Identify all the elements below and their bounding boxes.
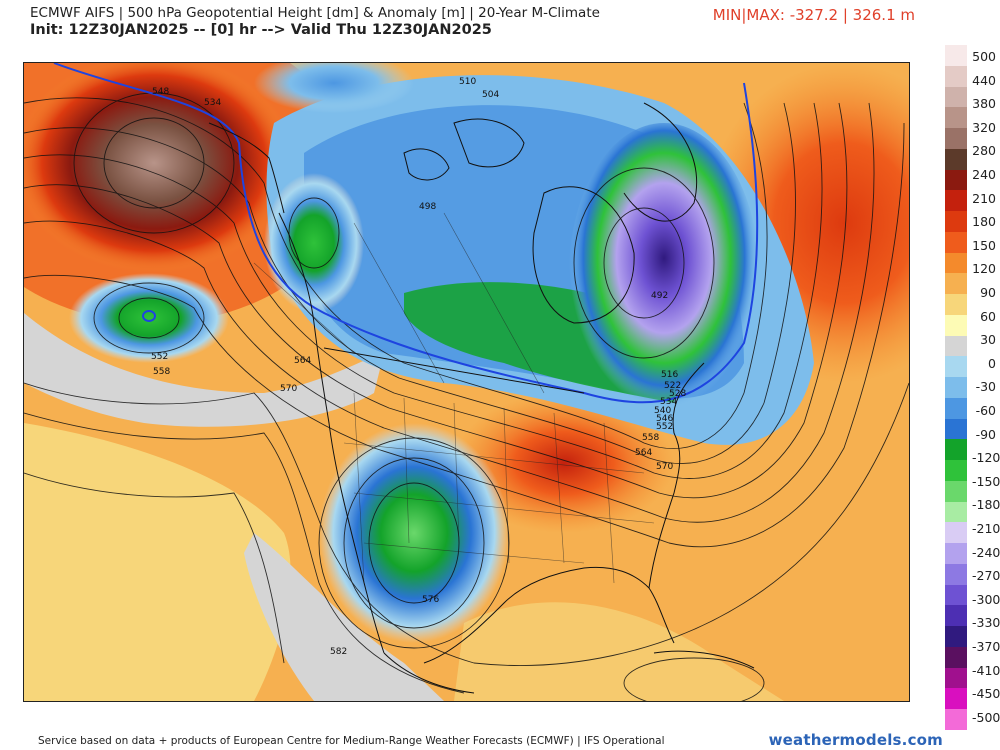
colorbar-label: -330	[972, 615, 1000, 631]
colorbar-segment	[945, 211, 967, 232]
colorbar-label: -210	[972, 521, 1000, 536]
colorbar-segment	[945, 667, 967, 689]
contour-label: 552	[656, 422, 673, 432]
colorbar-segment	[945, 377, 967, 398]
map-title: ECMWF AIFS | 500 hPa Geopotential Height…	[30, 5, 600, 21]
contour-label: 498	[419, 202, 436, 212]
colorbar-label: 150	[972, 237, 996, 253]
colorbar-segment	[945, 273, 967, 294]
colorbar-label: -500	[972, 709, 1000, 725]
colorbar-segment	[945, 314, 967, 336]
colorbar-segment	[945, 335, 967, 357]
colorbar-label: 440	[972, 72, 996, 88]
contour-label: 558	[153, 367, 170, 377]
colorbar-label: -240	[972, 544, 1000, 560]
colorbar-label: -410	[972, 662, 1000, 678]
colorbar-segment	[945, 480, 967, 502]
colorbar-segment	[945, 107, 967, 128]
contour-label: 570	[280, 384, 297, 394]
colorbar-segment	[945, 584, 967, 606]
colorbar-label: -120	[972, 450, 1000, 466]
colorbar-label: -270	[972, 568, 1000, 584]
colorbar-label: 0	[988, 355, 996, 371]
colorbar-segment	[945, 86, 967, 108]
colorbar-label: 210	[972, 190, 996, 206]
colorbar-label: 500	[972, 49, 996, 64]
contour-label: 540	[654, 406, 671, 416]
colorbar-segment	[945, 45, 967, 66]
data-source-footer: Service based on data + products of Euro…	[38, 735, 665, 747]
contour-label: 546	[656, 414, 673, 424]
colorbar-label: -370	[972, 639, 1000, 654]
contour-label: 522	[664, 381, 681, 391]
colorbar-label: 30	[980, 332, 996, 348]
colorbar-label: -300	[972, 591, 1000, 607]
colorbar-segment	[945, 439, 967, 460]
colorbar-label: -180	[972, 497, 1000, 513]
colorbar-segment	[945, 646, 967, 668]
colorbar-segment	[945, 190, 967, 211]
colorbar-segment	[945, 148, 967, 170]
colorbar-segment	[945, 563, 967, 585]
colorbar-segment	[945, 128, 967, 149]
colorbar-label: 120	[972, 261, 996, 277]
init-valid-time: Init: 12Z30JAN2025 -- [0] hr --> Valid T…	[30, 22, 492, 38]
contour-label: 492	[651, 291, 668, 301]
colorbar-label: 180	[972, 214, 996, 230]
contour-label: 570	[656, 462, 673, 472]
colorbar-label: -90	[975, 426, 996, 442]
colorbar-label: 90	[980, 285, 996, 300]
colorbar-segment	[945, 65, 967, 87]
colorbar-segment	[945, 605, 967, 626]
min-max-readout: MIN|MAX: -327.2 | 326.1 m	[712, 6, 915, 24]
colorbar-segment	[945, 169, 967, 191]
contour-label: 564	[294, 356, 311, 366]
colorbar-segment	[945, 626, 967, 647]
contour-label: 576	[422, 595, 439, 605]
colorbar-segment	[945, 397, 967, 419]
contour-label: 516	[661, 370, 678, 380]
colorbar-segment	[945, 418, 967, 440]
contour-label: 582	[330, 647, 347, 657]
contour-label: 548	[152, 87, 169, 97]
colorbar-segment	[945, 709, 967, 730]
contour-labels: 548 534 510 504 498 492 564 570 552 558 …	[151, 77, 686, 657]
colorbar-label: -150	[972, 473, 1000, 489]
colorbar-label: 320	[972, 119, 996, 135]
colorbar-label: 240	[972, 167, 996, 182]
colorbar-label: 60	[980, 308, 996, 324]
contour-label: 552	[151, 352, 168, 362]
colorbar-segment	[945, 460, 967, 481]
map-panel: 548 534 510 504 498 492 564 570 552 558 …	[23, 62, 910, 702]
colorbar-segment	[945, 231, 967, 253]
colorbar-segment	[945, 501, 967, 523]
colorbar-segment	[945, 294, 967, 315]
colorbar-segment	[945, 522, 967, 543]
contour-label: 534	[660, 397, 677, 407]
contour-label: 558	[642, 433, 659, 443]
colorbar-segment	[945, 356, 967, 377]
contour-label: 528	[669, 389, 686, 399]
contour-label: 504	[482, 90, 499, 100]
colorbar-label: -450	[972, 686, 1000, 702]
contour-label: 564	[635, 448, 652, 458]
colorbar-label: -60	[975, 403, 996, 418]
colorbar-segment	[945, 688, 967, 709]
colorbar-label: 380	[972, 96, 996, 112]
brand-link[interactable]: weathermodels.com	[768, 731, 943, 749]
colorbar-label: -30	[975, 379, 996, 395]
anomaly-colorbar	[945, 45, 967, 730]
colorbar-segment	[945, 252, 967, 274]
contour-label: 534	[204, 98, 221, 108]
anomaly-map: 548 534 510 504 498 492 564 570 552 558 …	[24, 63, 909, 701]
colorbar-label: 280	[972, 143, 996, 159]
contour-label: 510	[459, 77, 476, 87]
colorbar-segment	[945, 543, 967, 564]
